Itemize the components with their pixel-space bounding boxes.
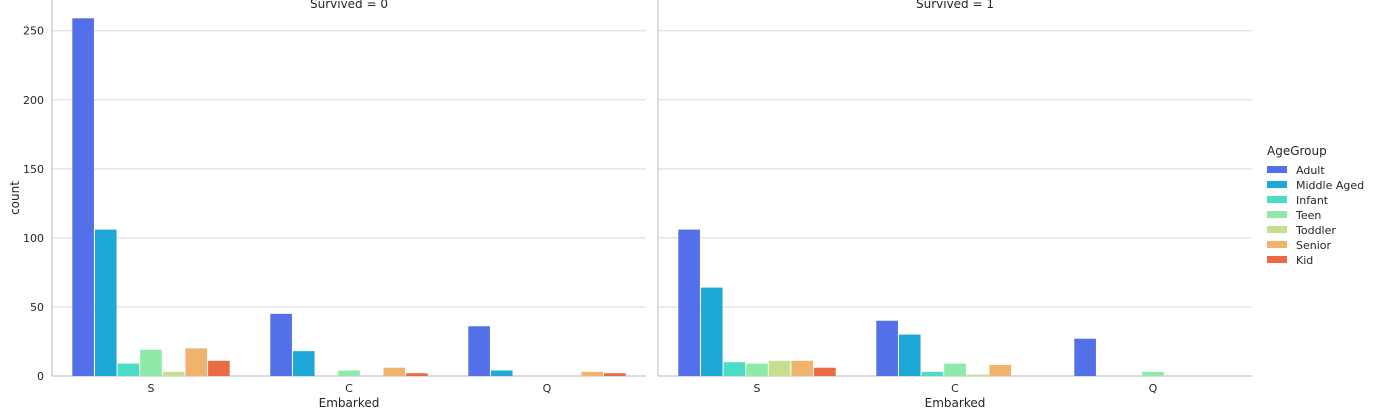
y-tick-label: 0 — [37, 370, 44, 383]
panel-title: Survived = 0 — [310, 0, 388, 11]
panel-survived-1: S C Q Embarked Survived = 1 — [657, 0, 1252, 410]
bar-teen-c — [338, 370, 360, 376]
bar-middle-aged-s — [94, 229, 117, 376]
legend-swatch — [1267, 226, 1287, 233]
y-tick-label: 200 — [23, 94, 44, 107]
bar-senior-s — [791, 360, 814, 376]
legend-title: AgeGroup — [1267, 144, 1327, 158]
legend-swatch — [1267, 241, 1287, 248]
bar-middle-aged-c — [898, 334, 921, 376]
legend: AgeGroup Adult Middle Aged Infant Teen Toddle… — [1267, 144, 1364, 267]
bar-senior-c — [383, 367, 406, 376]
legend-label: Middle Aged — [1296, 179, 1364, 192]
bar-kid-q — [604, 373, 626, 376]
legend-swatch — [1267, 166, 1287, 173]
bar-senior-s — [185, 348, 208, 376]
x-axis-label: Embarked — [319, 396, 380, 410]
bar-toddler-s — [768, 360, 791, 376]
x-tick-label: S — [754, 382, 761, 395]
bar-adult-c — [270, 313, 292, 376]
bar-kid-s — [814, 367, 836, 376]
legend-swatch — [1267, 211, 1287, 218]
x-tick-label: S — [148, 382, 155, 395]
legend-swatch — [1267, 181, 1287, 188]
bar-toddler-c — [966, 374, 989, 376]
bar-teen-c — [944, 363, 966, 376]
bar-teen-s — [746, 363, 768, 376]
legend-swatch — [1267, 256, 1287, 263]
bar-teen-s — [140, 349, 162, 376]
x-axis-label: Embarked — [925, 396, 986, 410]
legend-label: Adult — [1296, 164, 1325, 177]
bar-middle-aged-c — [292, 351, 315, 376]
bar-adult-q — [468, 326, 490, 376]
bar-adult-s — [678, 229, 700, 376]
bar-teen-q — [1142, 371, 1164, 376]
bar-infant-s — [723, 362, 746, 376]
y-axis-label: count — [8, 181, 22, 215]
bar-adult-q — [1074, 338, 1096, 376]
x-tick-label: C — [345, 382, 353, 395]
x-tick-label: Q — [543, 382, 552, 395]
bar-middle-aged-q — [490, 370, 513, 376]
panel-survived-0: 0 50 100 150 200 250 S C Q Embarked Survived = 0 — [23, 0, 646, 410]
bar-kid-s — [208, 360, 230, 376]
legend-label: Senior — [1296, 239, 1332, 252]
x-tick-label: C — [951, 382, 959, 395]
bar-toddler-s — [162, 371, 185, 376]
bar-infant-c — [921, 371, 944, 376]
bar-infant-s — [117, 363, 140, 376]
y-tick-label: 50 — [30, 301, 44, 314]
legend-label: Teen — [1295, 209, 1321, 222]
bar-senior-c — [989, 364, 1012, 376]
bar-adult-s — [72, 18, 94, 376]
bar-senior-q — [581, 371, 604, 376]
legend-swatch — [1267, 196, 1287, 203]
legend-label: Infant — [1296, 194, 1329, 207]
bar-adult-c — [876, 320, 898, 376]
legend-label: Toddler — [1295, 224, 1336, 237]
panel-title: Survived = 1 — [916, 0, 994, 11]
y-tick-label: 250 — [23, 25, 44, 38]
bar-kid-c — [406, 373, 428, 376]
y-tick-label: 150 — [23, 163, 44, 176]
y-tick-label: 100 — [23, 232, 44, 245]
x-tick-label: Q — [1149, 382, 1158, 395]
bar-middle-aged-s — [700, 287, 723, 376]
legend-label: Kid — [1296, 254, 1313, 267]
